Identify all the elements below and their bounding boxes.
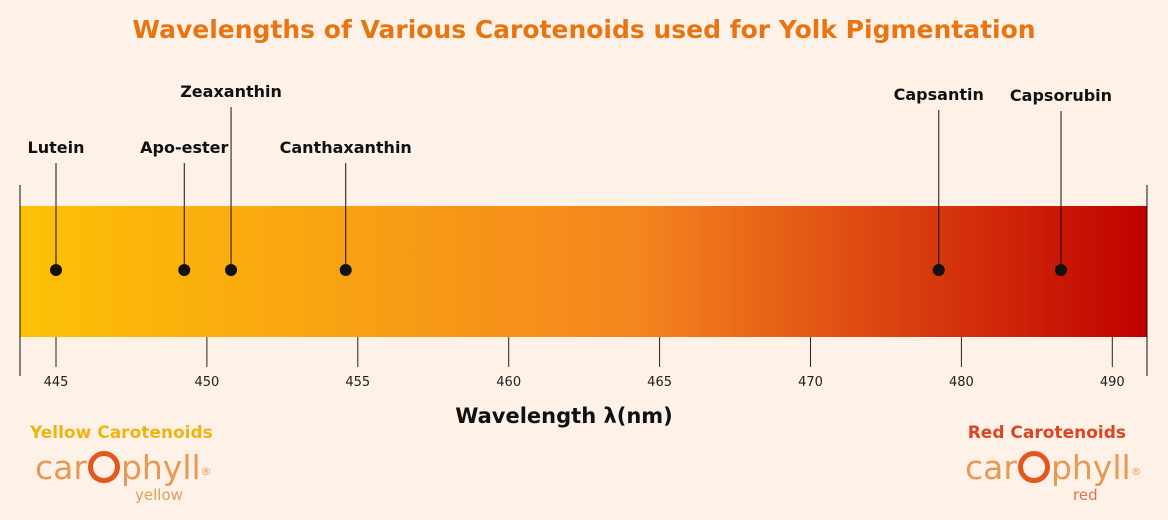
logo-ring-icon	[87, 451, 120, 483]
x-tick-label: 465	[647, 375, 672, 390]
point-capsorubin	[1054, 264, 1067, 276]
point-apo-ester	[178, 264, 191, 276]
logo-subtitle: red	[1073, 486, 1098, 504]
label-canthaxanthin: Canthaxanthin	[280, 138, 412, 157]
label-lutein: Lutein	[28, 138, 85, 157]
logo-wordmark: car phyll®	[35, 448, 212, 488]
point-zeaxanthin	[225, 264, 238, 276]
x-axis-title: Wavelength λ(nm)	[455, 404, 673, 428]
point-canthaxanthin	[339, 264, 352, 276]
registered-mark-icon: ®	[200, 465, 212, 478]
logo-ring-icon	[1017, 451, 1050, 483]
x-tick-label: 455	[345, 375, 370, 390]
logo-word-part: phyll	[1050, 448, 1131, 487]
red-carotenoids-label: Red Carotenoids	[967, 423, 1126, 443]
chart-title: Wavelengths of Various Carotenoids used …	[132, 15, 1036, 44]
x-tick-label: 450	[194, 375, 219, 390]
x-tick-label: 460	[496, 375, 521, 390]
registered-mark-icon: ®	[1130, 465, 1142, 478]
x-tick-label: 470	[798, 375, 823, 390]
yellow-carotenoids-label: Yellow Carotenoids	[30, 423, 213, 443]
logo-subtitle: yellow	[135, 486, 183, 504]
spectrum-band	[20, 206, 1147, 337]
label-capsantin: Capsantin	[894, 85, 984, 104]
point-lutein	[50, 264, 62, 276]
logo-word-part: phyll	[120, 448, 201, 487]
logo-word-part: car	[35, 448, 87, 487]
logo-wordmark: car phyll®	[965, 448, 1142, 488]
x-tick-label: 490	[1100, 375, 1125, 390]
logo-word-part: car	[965, 448, 1017, 487]
carophyll-red-logo: car phyll® red	[965, 448, 1142, 508]
label-zeaxanthin: Zeaxanthin	[180, 82, 282, 101]
x-tick-label: 445	[44, 375, 69, 390]
label-capsorubin: Capsorubin	[1010, 86, 1112, 105]
x-tick-label: 480	[949, 375, 974, 390]
label-apo-ester: Apo-ester	[140, 138, 228, 157]
carophyll-yellow-logo: car phyll® yellow	[35, 448, 212, 508]
point-capsantin	[932, 264, 945, 276]
